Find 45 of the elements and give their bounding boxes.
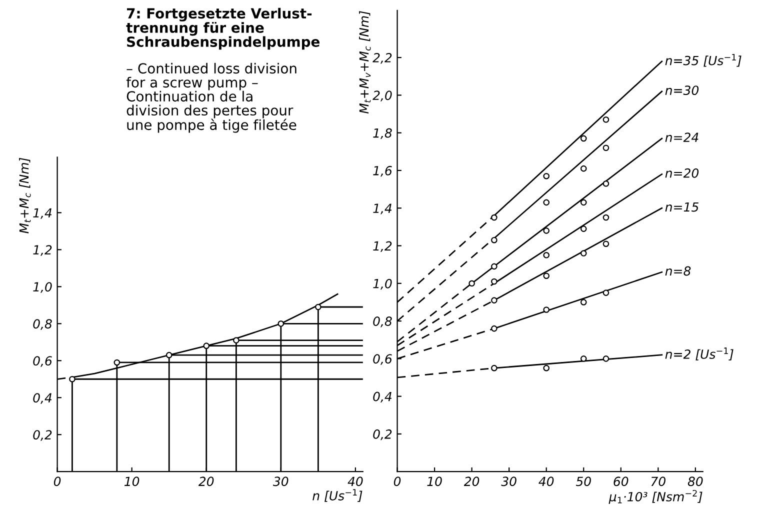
y-tick-label: 1,4 xyxy=(33,208,52,219)
y-tick-label: 1,8 xyxy=(373,128,392,140)
x-tick-label: 30 xyxy=(272,476,288,486)
series-label: n=24 xyxy=(665,132,698,142)
x-tick-label: 30 xyxy=(501,476,516,486)
y-tick-label: 2,2 xyxy=(372,53,392,64)
series-label: n=35 [Us$^{−1}$] xyxy=(665,54,742,67)
x-tick-label: 20 xyxy=(198,476,214,486)
x-tick-label: 40 xyxy=(348,476,363,486)
x-tick-label: 50 xyxy=(576,476,591,486)
y-tick-label: 1,2 xyxy=(33,245,52,256)
y-tick-label: 1,4 xyxy=(373,204,392,214)
y-tick-label: 0,4 xyxy=(373,392,392,403)
y-tick-label: 1,0 xyxy=(373,278,392,290)
y-tick-label: 0,4 xyxy=(33,393,52,404)
chart-subtitle: – Continued loss division for a screw pump – Continuation de la division des pertes pour une pompe à tige filetée xyxy=(126,62,296,133)
y-tick-label: 0,2 xyxy=(373,429,392,440)
series-label: n=15 xyxy=(665,202,698,212)
y-axis-title: M$_{t}$+M$_{c}$ [Nm] xyxy=(19,158,31,234)
y-tick-label: 2,0 xyxy=(372,90,392,102)
x-tick-label: 40 xyxy=(538,476,554,486)
series-label: n=20 xyxy=(665,168,699,178)
y-tick-label: 0,8 xyxy=(33,319,52,330)
y-tick-label: 1,2 xyxy=(373,241,392,252)
x-tick-label: 20 xyxy=(464,476,480,486)
series-label: n=2 [Us$^{−1}$] xyxy=(665,348,734,360)
y-axis-title: M$_{t}$+M$_{v}$+M$_{c}$ [Nm] xyxy=(359,11,371,114)
x-tick-label: 80 xyxy=(688,476,703,486)
x-tick-label: 60 xyxy=(614,476,628,486)
series-label: n=8 xyxy=(665,266,691,276)
x-axis-title: n [Us$^{−1}$] xyxy=(312,489,362,502)
x-tick-label: 0 xyxy=(54,476,61,486)
y-tick-label: 0,8 xyxy=(373,316,392,328)
x-axis-title: μ$_{1}$·10³ [Nsm$^{−2}$] xyxy=(608,490,702,504)
x-tick-label: 10 xyxy=(427,476,442,486)
y-tick-label: 1,0 xyxy=(33,282,52,293)
y-tick-label: 0,2 xyxy=(33,430,52,441)
series-label: n=30 xyxy=(665,86,699,96)
y-tick-label: 0,6 xyxy=(33,356,52,367)
x-tick-label: 70 xyxy=(651,476,666,486)
x-tick-label: 10 xyxy=(124,476,140,486)
y-tick-label: 0,6 xyxy=(373,354,392,365)
chart-title: 7: Fortgesetzte Verlust- trennung für eine Schraubenspindelpumpe xyxy=(126,8,320,50)
y-tick-label: 1,6 xyxy=(373,166,392,177)
x-tick-label: 0 xyxy=(394,476,401,486)
